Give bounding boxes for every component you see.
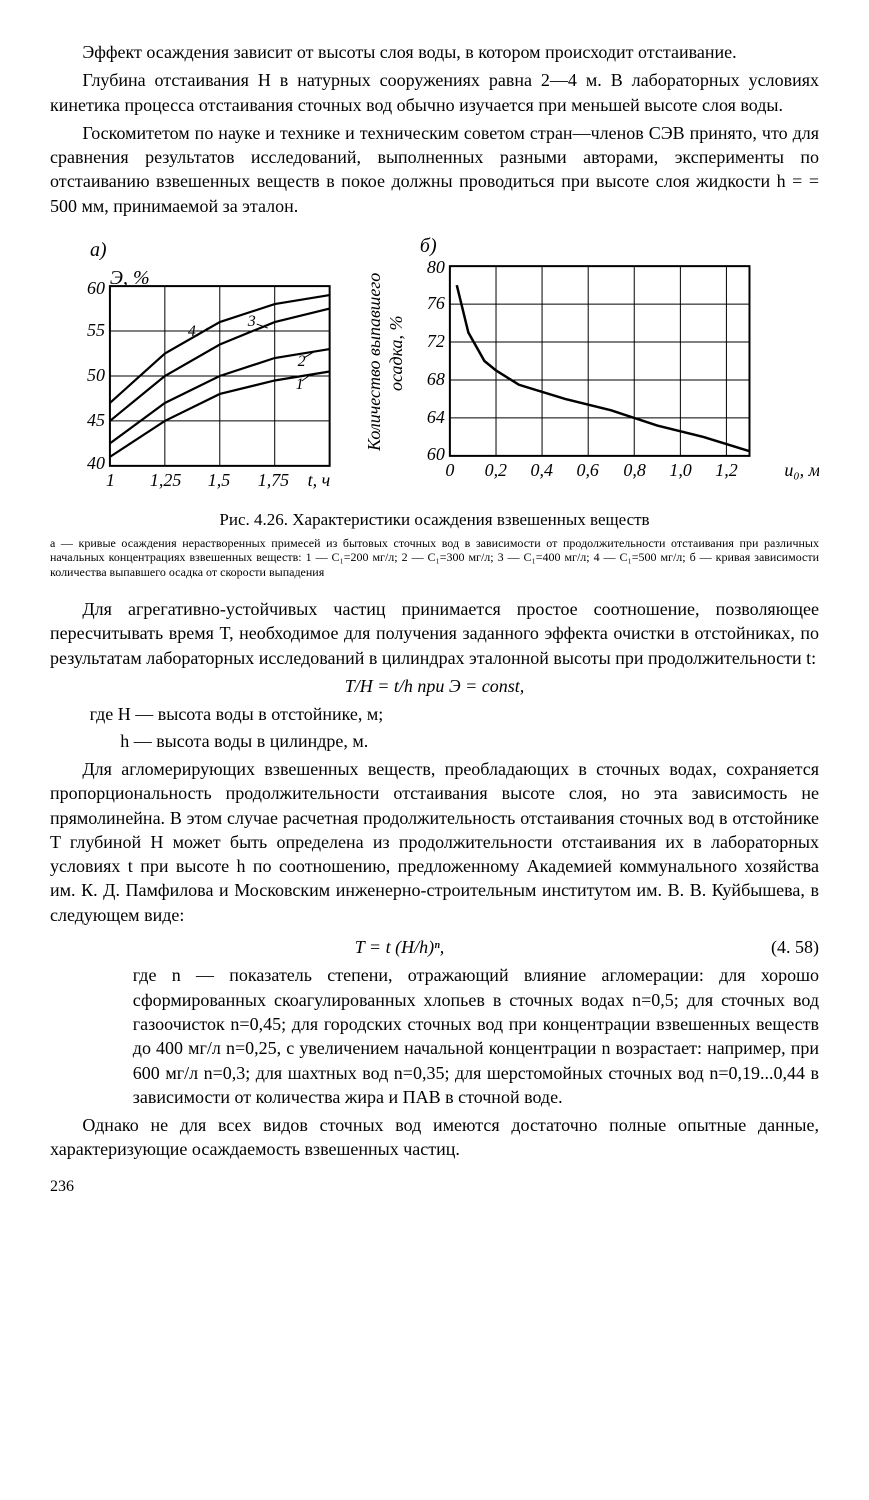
chart-a: а) Э, % 1 1,25 1,5 1,75 t, ч 40 45 50 — [50, 236, 350, 496]
svg-text:40: 40 — [87, 453, 105, 473]
page-number: 236 — [50, 1176, 819, 1198]
paragraph: Для агломерирующих взвешенных веществ, п… — [50, 757, 819, 927]
figure-4-26: а) Э, % 1 1,25 1,5 1,75 t, ч 40 45 50 — [50, 236, 819, 501]
svg-text:t, ч: t, ч — [308, 470, 331, 490]
equation-1: T/H = t/h при Э = const, — [50, 674, 819, 698]
svg-text:2: 2 — [298, 353, 306, 370]
svg-text:3: 3 — [247, 313, 256, 330]
svg-text:72: 72 — [427, 331, 445, 351]
svg-text:0: 0 — [445, 460, 454, 480]
svg-text:0,6: 0,6 — [576, 460, 598, 480]
paragraph: Глубина отстаивания H в натурных сооруже… — [50, 68, 819, 117]
chart-b-ylabel-1: Количество выпавшего — [364, 273, 384, 452]
svg-text:u₀, мм/с: u₀, мм/с — [784, 460, 819, 480]
svg-text:4: 4 — [188, 323, 196, 340]
chart-b-xticks: 0 0,2 0,4 0,6 0,8 1,0 1,2 u₀, мм/с — [445, 460, 819, 480]
svg-text:60: 60 — [427, 444, 445, 464]
where-H: где H — высота воды в отстойнике, м; — [90, 702, 819, 726]
svg-text:45: 45 — [87, 410, 105, 430]
chart-a-yticks: 40 45 50 55 60 — [87, 278, 105, 473]
where-h: h — высота воды в цилиндре, м. — [120, 729, 819, 753]
svg-text:0,4: 0,4 — [530, 460, 552, 480]
svg-text:60: 60 — [87, 278, 105, 298]
svg-text:68: 68 — [427, 369, 445, 389]
chart-b: б) Количество выпавшего осадка, % 0 0,2 … — [360, 236, 819, 501]
paragraph: Для агрегативно-устойчивых частиц приним… — [50, 597, 819, 670]
equation-2-number: (4. 58) — [749, 935, 819, 959]
svg-text:76: 76 — [427, 293, 445, 313]
paragraph: Эффект осаждения зависит от высоты слоя … — [50, 40, 819, 64]
svg-text:1,2: 1,2 — [715, 460, 737, 480]
svg-text:1: 1 — [106, 470, 115, 490]
chart-b-ylabel-2: осадка, % — [386, 316, 406, 391]
svg-text:1: 1 — [296, 376, 304, 393]
paragraph: Госкомитетом по науке и технике и технич… — [50, 121, 819, 218]
svg-text:55: 55 — [87, 320, 105, 340]
svg-text:0,8: 0,8 — [623, 460, 645, 480]
svg-text:1,5: 1,5 — [208, 470, 230, 490]
equation-2: T = t (H/h)ⁿ, — [50, 935, 749, 959]
where-n: где n — показатель степени, отражающий в… — [133, 963, 819, 1109]
svg-text:50: 50 — [87, 365, 105, 385]
svg-text:1,0: 1,0 — [669, 460, 691, 480]
panel-label-b: б) — [420, 236, 437, 257]
chart-a-xticks: 1 1,25 1,5 1,75 t, ч — [106, 470, 330, 490]
svg-text:0,2: 0,2 — [484, 460, 506, 480]
svg-text:1,25: 1,25 — [150, 470, 181, 490]
panel-label-a: а) — [90, 239, 107, 261]
svg-text:1,75: 1,75 — [258, 470, 289, 490]
figure-caption: Рис. 4.26. Характеристики осаждения взве… — [50, 509, 819, 532]
paragraph: Однако не для всех видов сточных вод име… — [50, 1113, 819, 1162]
svg-text:80: 80 — [427, 257, 445, 277]
chart-b-series — [456, 285, 749, 451]
chart-b-yticks: 60 64 68 72 76 80 — [427, 257, 445, 464]
chart-b-grid — [449, 266, 749, 456]
svg-text:64: 64 — [427, 407, 445, 427]
figure-subcaption: а — кривые осаждения нерастворенных прим… — [50, 536, 819, 579]
